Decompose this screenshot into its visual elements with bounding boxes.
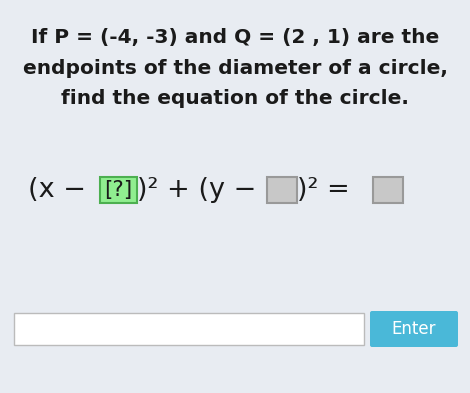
Text: find the equation of the circle.: find the equation of the circle. (61, 88, 409, 108)
Text: )² =: )² = (297, 177, 359, 203)
FancyBboxPatch shape (370, 311, 458, 347)
FancyBboxPatch shape (373, 177, 403, 203)
FancyBboxPatch shape (100, 177, 137, 203)
Text: endpoints of the diameter of a circle,: endpoints of the diameter of a circle, (23, 59, 447, 77)
Text: Enter: Enter (392, 320, 436, 338)
FancyBboxPatch shape (14, 313, 364, 345)
Text: )² + (y −: )² + (y − (137, 177, 265, 203)
FancyBboxPatch shape (267, 177, 297, 203)
Text: [?]: [?] (104, 180, 133, 200)
Text: If P = (-4, -3) and Q = (2 , 1) are the: If P = (-4, -3) and Q = (2 , 1) are the (31, 29, 439, 48)
Text: (x −: (x − (28, 177, 94, 203)
